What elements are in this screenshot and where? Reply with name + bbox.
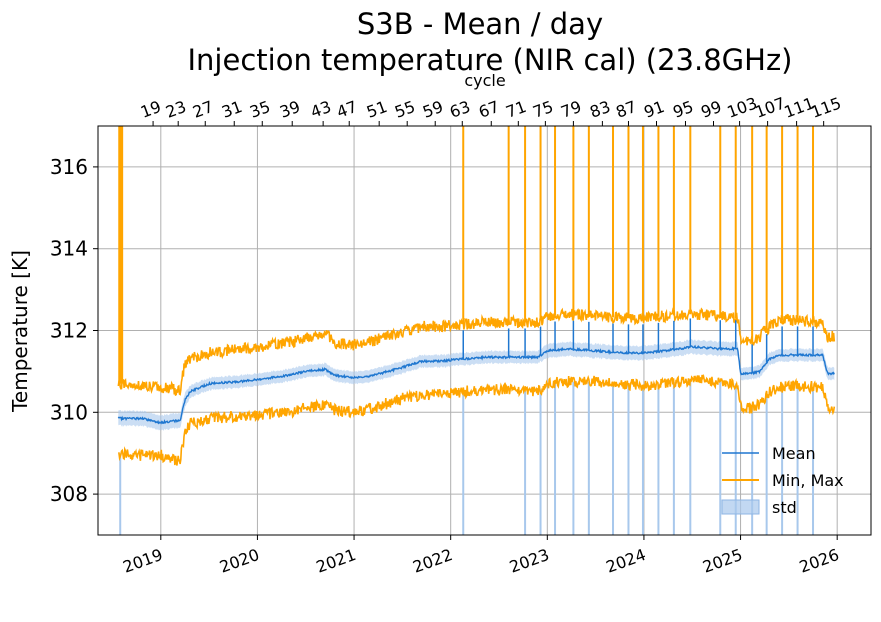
x-tick-label: 2022 [410,545,455,577]
y-tick-label: 308 [50,482,88,506]
legend-label: std [772,498,797,517]
cycle-tick-label: 63 [447,97,473,122]
cycle-tick-label: 71 [503,97,529,122]
cycle-tick-label: 27 [190,97,216,122]
max-line [117,307,836,397]
cycle-tick-label: 79 [558,97,584,122]
cycle-tick-label: 55 [392,97,418,122]
cycle-tick-label: 115 [809,93,844,121]
cycle-tick-label: 59 [420,97,446,122]
x-tick-label: 2026 [797,545,842,577]
x-tick-label: 2019 [120,545,165,577]
cycle-tick-label: 23 [163,97,189,122]
cycle-tick-label: 91 [641,97,667,122]
x-tick-label: 2020 [217,545,262,577]
legend-label: Min, Max [772,471,844,490]
plot-area [117,126,836,535]
y-tick-label: 312 [50,319,88,343]
x-tick-label: 2021 [314,545,359,577]
legend: Mean Min, Max std [721,444,844,517]
cycle-tick-label: 19 [138,97,164,122]
legend-label: Mean [772,444,816,463]
cycle-tick-label: 95 [670,97,696,122]
grid-lines [98,126,871,535]
cycle-tick-label: 99 [698,97,724,122]
min-line [118,373,836,466]
cycle-tick-label: 83 [587,97,613,122]
axes: 308 310 312 314 316 2019 2020 2021 2022 2023 2024 2… [50,93,872,577]
cycle-tick-label: 43 [308,97,334,122]
x-tick-label: 2024 [604,545,649,577]
y-axis-label: Temperature [K] [8,250,32,413]
cycle-tick-label: 75 [530,97,556,122]
mean-line [117,344,835,425]
cycle-tick-label: 51 [364,97,390,122]
legend-swatch-std [721,499,760,515]
cycle-tick-label: 87 [613,97,639,122]
cycle-tick-label: 47 [334,97,360,122]
cycle-tick-label: 35 [247,97,273,122]
cycle-tick-label: 39 [277,97,303,122]
cycle-tick-label: 67 [476,97,502,122]
x-tick-label: 2023 [507,545,552,577]
y-tick-label: 314 [50,237,88,261]
chart-title-line2: Injection temperature (NIR cal) (23.8GHz… [188,43,793,77]
cycle-tick-label: 31 [219,97,245,122]
cycle-axis-label: cycle [464,71,505,90]
plot-clip-group [117,126,836,535]
chart-title-line1: S3B - Mean / day [357,7,603,41]
x-tick-label: 2025 [700,545,745,577]
y-tick-label: 316 [50,155,88,179]
y-tick-label: 310 [50,400,88,424]
